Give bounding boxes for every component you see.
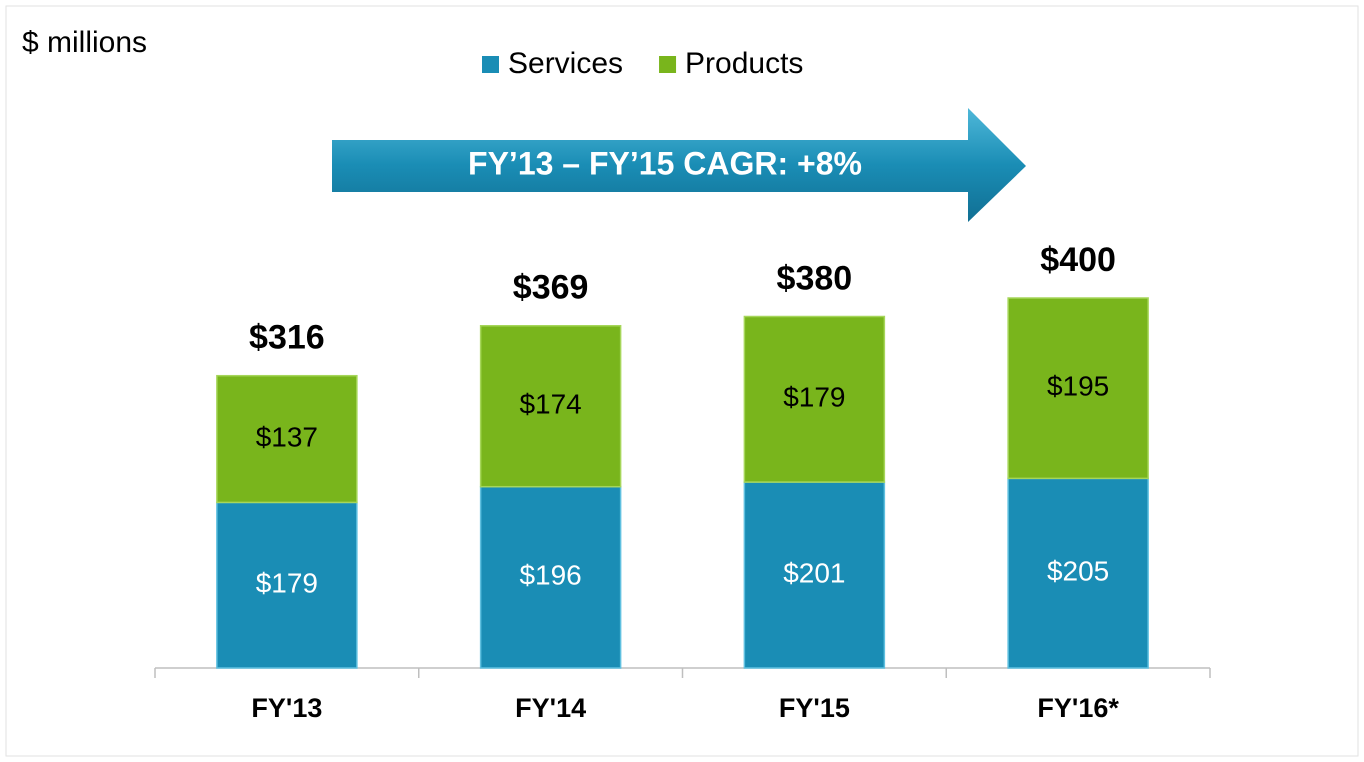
total-label: $400 — [1040, 241, 1116, 279]
legend-swatch — [482, 56, 499, 73]
x-tick-label: FY'15 — [779, 693, 850, 723]
bar-segment — [1007, 297, 1149, 480]
bar-segment — [479, 325, 622, 488]
bar-segment — [743, 315, 886, 483]
bar-segment — [743, 481, 886, 669]
x-tick-label: FY'13 — [251, 693, 322, 723]
frame — [5, 5, 1359, 757]
legend-swatch — [659, 56, 677, 73]
legend-label: Products — [685, 47, 803, 80]
x-tick-label: FY'14 — [515, 693, 586, 723]
segment-label: $179 — [256, 568, 318, 599]
cagr-arrow — [332, 108, 1026, 222]
cagr-label: FY’13 – FY’15 CAGR: +8% — [468, 145, 862, 181]
unit-label: $ millions — [22, 26, 147, 59]
segment-label: $137 — [256, 421, 318, 452]
total-label: $316 — [249, 319, 325, 357]
segment-label: $205 — [1047, 556, 1109, 587]
x-tick-label: FY'16* — [1037, 693, 1119, 723]
legend-label: Services — [508, 47, 623, 80]
segment-label: $174 — [519, 389, 581, 420]
bar-segment — [479, 485, 622, 669]
bar-segment — [1007, 477, 1149, 669]
total-label: $380 — [777, 259, 853, 297]
segment-label: $196 — [519, 560, 581, 591]
total-label: $369 — [513, 269, 589, 307]
segment-label: $201 — [783, 557, 845, 588]
segment-label: $195 — [1047, 371, 1109, 402]
bar-segment — [216, 374, 358, 504]
segment-label: $179 — [783, 382, 845, 413]
